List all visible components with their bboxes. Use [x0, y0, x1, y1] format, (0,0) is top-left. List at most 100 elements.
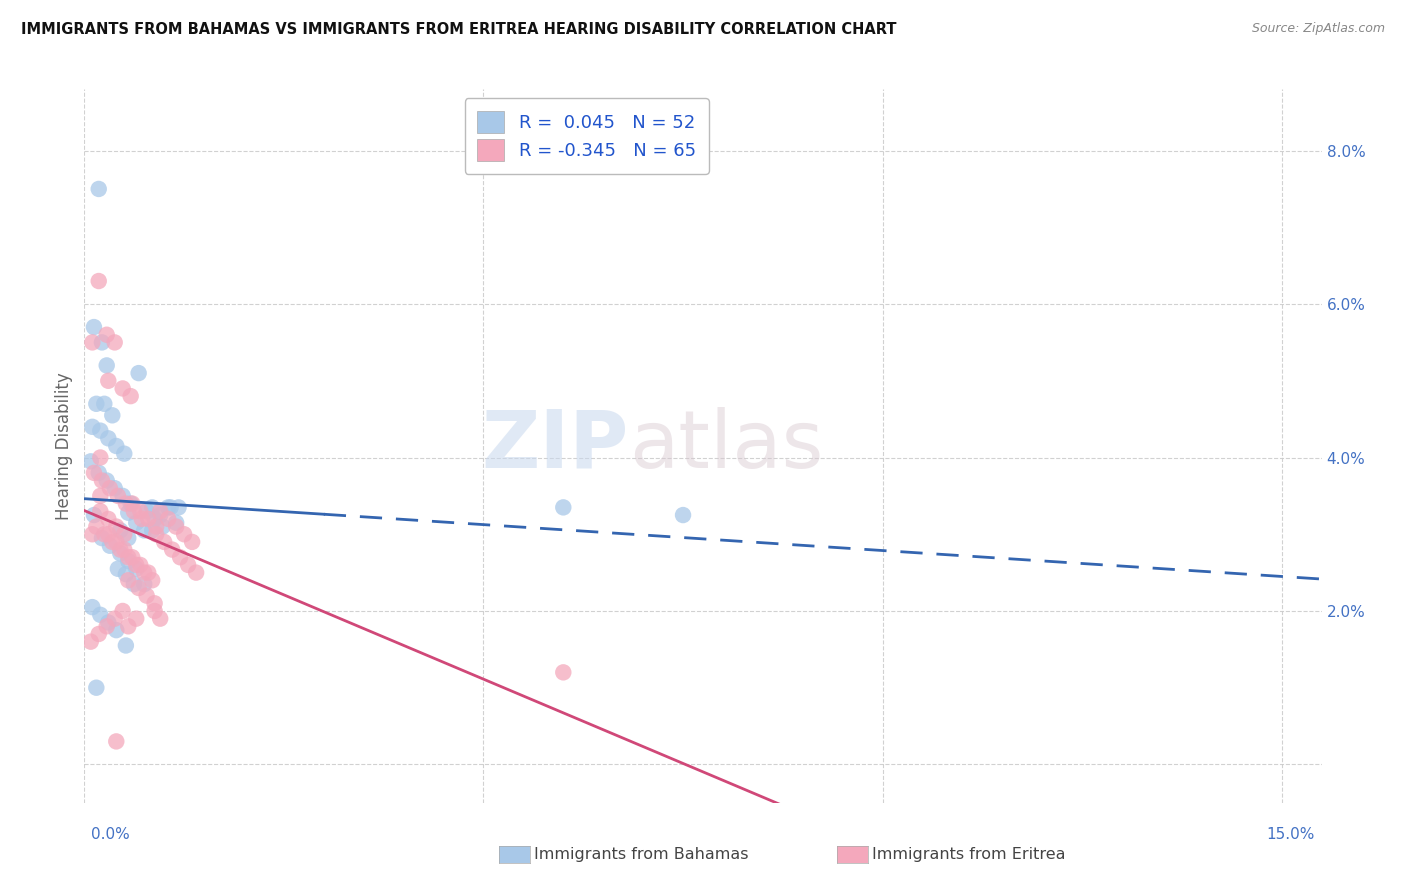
Point [82, 527, 104, 541]
Point [117, 574, 139, 588]
Point [96, 327, 118, 342]
Point [90, 474, 112, 488]
Point [111, 604, 134, 618]
Point [97, 374, 120, 388]
Point [120, 389, 142, 403]
Point [165, 519, 187, 533]
Point [82, 600, 104, 615]
Point [136, 566, 159, 580]
Point [82, 419, 104, 434]
Point [672, 508, 695, 522]
Point [89, 607, 111, 622]
Point [98, 481, 121, 495]
Point [169, 550, 191, 565]
Point [87, 627, 110, 641]
Point [149, 504, 172, 518]
Point [125, 612, 148, 626]
Point [111, 381, 134, 395]
Point [110, 542, 132, 557]
Point [82, 335, 104, 350]
Point [112, 447, 135, 461]
Text: atlas: atlas [628, 407, 823, 485]
Point [128, 581, 150, 595]
Point [120, 497, 142, 511]
Point [111, 489, 134, 503]
Text: Immigrants from Eritrea: Immigrants from Eritrea [872, 847, 1066, 862]
Point [553, 665, 575, 680]
Point [107, 489, 129, 503]
Point [553, 500, 575, 515]
Point [157, 500, 180, 515]
Point [93, 527, 115, 541]
Point [105, 623, 128, 637]
Point [135, 504, 157, 518]
Point [89, 489, 111, 503]
Point [173, 527, 195, 541]
Text: IMMIGRANTS FROM BAHAMAS VS IMMIGRANTS FROM ERITREA HEARING DISABILITY CORRELATIO: IMMIGRANTS FROM BAHAMAS VS IMMIGRANTS FR… [21, 22, 897, 37]
Point [101, 535, 124, 549]
Legend: R =  0.045   N = 52, R = -0.345   N = 65: R = 0.045 N = 52, R = -0.345 N = 65 [464, 98, 709, 174]
Point [97, 431, 120, 445]
Point [86, 681, 108, 695]
Point [104, 481, 127, 495]
Point [98, 539, 121, 553]
Point [83, 320, 105, 334]
Text: ZIP: ZIP [481, 407, 628, 485]
Point [86, 519, 108, 533]
Point [93, 397, 115, 411]
Point [117, 554, 139, 568]
Point [149, 612, 172, 626]
Point [101, 409, 124, 423]
Point [80, 454, 103, 468]
Point [115, 639, 138, 653]
Text: Immigrants from Bahamas: Immigrants from Bahamas [534, 847, 749, 862]
Point [97, 527, 120, 541]
Point [112, 542, 135, 557]
Point [89, 450, 111, 465]
Point [97, 615, 120, 630]
Point [145, 519, 167, 533]
Point [96, 474, 118, 488]
Point [112, 527, 135, 541]
Point [152, 519, 174, 533]
Point [105, 535, 128, 549]
Point [177, 558, 200, 572]
Point [129, 558, 152, 572]
Y-axis label: Hearing Disability: Hearing Disability [55, 372, 73, 520]
Point [160, 542, 183, 557]
Point [117, 531, 139, 545]
Point [165, 516, 187, 530]
Point [145, 527, 167, 541]
Point [143, 604, 166, 618]
Point [83, 508, 105, 522]
Point [125, 562, 148, 576]
Point [117, 506, 139, 520]
Point [87, 182, 110, 196]
Point [87, 274, 110, 288]
Point [115, 497, 138, 511]
Point [143, 596, 166, 610]
Point [104, 612, 127, 626]
Point [121, 497, 143, 511]
Point [96, 619, 118, 633]
Point [97, 512, 120, 526]
Point [105, 439, 128, 453]
Point [107, 562, 129, 576]
Point [117, 550, 139, 565]
Text: 15.0%: 15.0% [1267, 827, 1315, 841]
Point [89, 424, 111, 438]
Point [153, 535, 176, 549]
Point [141, 574, 163, 588]
Point [157, 512, 180, 526]
Point [141, 524, 163, 538]
Point [134, 577, 156, 591]
Point [135, 589, 157, 603]
Point [134, 566, 156, 580]
Point [90, 335, 112, 350]
Text: 0.0%: 0.0% [91, 827, 131, 841]
Point [149, 508, 172, 522]
Point [104, 335, 127, 350]
Point [136, 512, 159, 526]
Point [96, 359, 118, 373]
Point [115, 567, 138, 582]
